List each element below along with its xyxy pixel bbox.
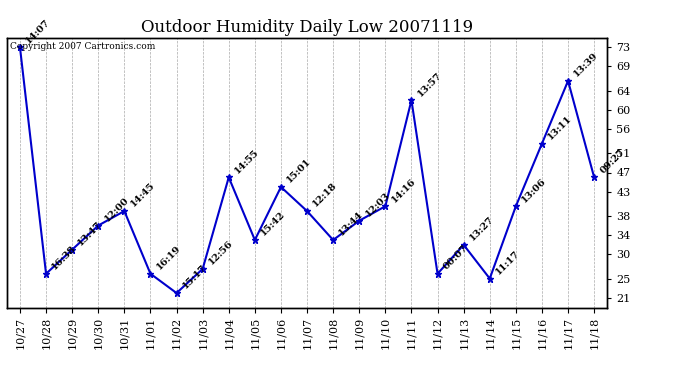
Text: 13:11: 13:11 bbox=[546, 114, 574, 141]
Text: 12:00: 12:00 bbox=[102, 195, 130, 223]
Text: 15:42: 15:42 bbox=[259, 210, 287, 238]
Text: 12:18: 12:18 bbox=[311, 181, 339, 209]
Text: 11:17: 11:17 bbox=[494, 249, 522, 276]
Text: 09:27: 09:27 bbox=[598, 147, 627, 175]
Text: Copyright 2007 Cartronics.com: Copyright 2007 Cartronics.com bbox=[10, 42, 155, 51]
Text: 14:55: 14:55 bbox=[233, 147, 261, 175]
Text: 16:38: 16:38 bbox=[50, 244, 78, 272]
Text: 12:56: 12:56 bbox=[207, 239, 235, 267]
Text: 13:06: 13:06 bbox=[520, 176, 548, 204]
Text: 14:07: 14:07 bbox=[24, 17, 52, 45]
Text: 14:16: 14:16 bbox=[390, 176, 417, 204]
Text: 15:17: 15:17 bbox=[181, 263, 208, 291]
Text: 13:47: 13:47 bbox=[77, 220, 104, 248]
Title: Outdoor Humidity Daily Low 20071119: Outdoor Humidity Daily Low 20071119 bbox=[141, 19, 473, 36]
Text: 13:27: 13:27 bbox=[468, 215, 495, 243]
Text: 16:19: 16:19 bbox=[155, 244, 182, 272]
Text: 13:57: 13:57 bbox=[415, 70, 444, 98]
Text: 14:45: 14:45 bbox=[128, 181, 157, 209]
Text: 13:44: 13:44 bbox=[337, 210, 365, 238]
Text: 13:39: 13:39 bbox=[572, 51, 600, 79]
Text: 15:01: 15:01 bbox=[285, 157, 313, 185]
Text: 00:07: 00:07 bbox=[442, 243, 470, 272]
Text: 12:03: 12:03 bbox=[364, 190, 391, 219]
